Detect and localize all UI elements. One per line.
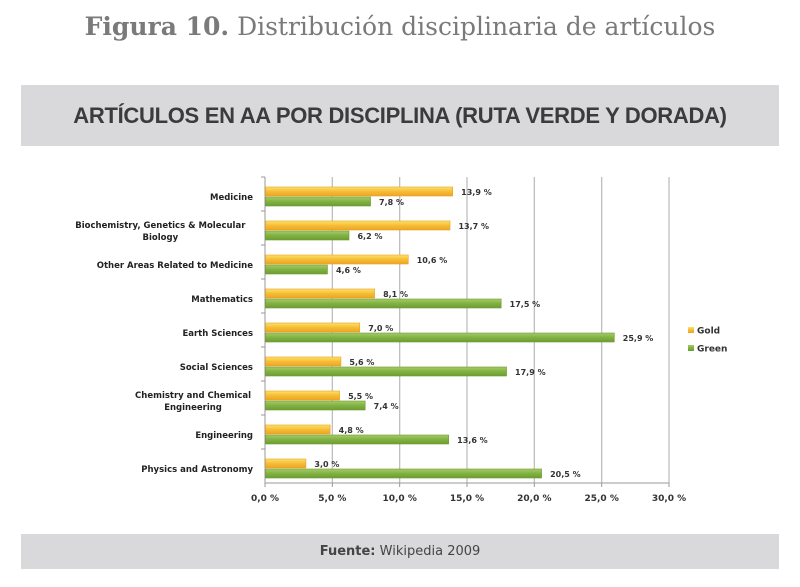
bar-gold <box>265 322 361 333</box>
bar-gold <box>265 220 451 231</box>
data-label-green: 20,5 % <box>550 470 581 479</box>
data-label-green: 6,2 % <box>357 232 382 241</box>
data-label-green: 25,9 % <box>623 334 654 343</box>
x-tick-label: 10,0 % <box>382 494 416 504</box>
legend-swatch-gold <box>688 327 694 333</box>
category-label: Engineering <box>195 431 253 441</box>
category-label: Chemistry and Chemical Engineering <box>135 391 251 413</box>
category-label: Social Sciences <box>180 363 253 373</box>
chart-title-banner: ARTÍCULOS EN AA POR DISCIPLINA (RUTA VER… <box>21 85 779 146</box>
legend-swatch-green <box>688 345 694 351</box>
data-label-green: 7,4 % <box>374 402 399 411</box>
chart-title: ARTÍCULOS EN AA POR DISCIPLINA (RUTA VER… <box>73 103 727 128</box>
bar-gold <box>265 186 453 197</box>
bar-gold <box>265 356 342 367</box>
data-label-green: 13,6 % <box>457 436 488 445</box>
category-label: Other Areas Related to Medicine <box>97 261 253 271</box>
x-tick-label: 20,0 % <box>517 494 551 504</box>
category-label: Earth Sciences <box>182 329 253 339</box>
x-tick-label: 15,0 % <box>450 494 484 504</box>
source-footer: Fuente: Wikipedia 2009 <box>21 534 779 569</box>
bar-green <box>265 264 328 275</box>
x-tick-label: 25,0 % <box>584 494 618 504</box>
bars: 13,9 % 7,8 % 13,7 % 6,2 % 10,6 % 4,6 % 8,1 % 17… <box>265 186 654 479</box>
category-label: Mathematics <box>191 295 253 305</box>
data-label-gold: 5,6 % <box>349 358 374 367</box>
category-labels: Medicine Biochemistry, Genetics & Molecul… <box>75 193 253 475</box>
data-label-gold: 5,5 % <box>348 392 373 401</box>
bar-gold <box>265 424 331 435</box>
data-label-green: 17,9 % <box>515 368 546 377</box>
x-tick-label: 30,0 % <box>652 494 686 504</box>
data-label-green: 4,6 % <box>336 266 361 275</box>
data-label-gold: 13,7 % <box>458 222 489 231</box>
x-tick-labels: 0,0 % 5,0 % 10,0 % 15,0 % 20,0 % 25,0 % 30,0 % <box>251 494 686 504</box>
source-label: Fuente: <box>319 544 376 559</box>
bar-gold <box>265 288 375 299</box>
data-label-gold: 7,0 % <box>368 324 393 333</box>
bar-green <box>265 366 507 377</box>
bar-gold <box>265 390 340 401</box>
x-tick-label: 0,0 % <box>251 494 279 504</box>
bar-green <box>265 332 615 343</box>
bar-green <box>265 230 350 241</box>
bar-green <box>265 400 366 411</box>
x-tick-label: 5,0 % <box>318 494 346 504</box>
data-label-green: 7,8 % <box>379 198 404 207</box>
figure-label: Figura 10. <box>84 12 230 41</box>
bar-gold <box>265 458 307 469</box>
data-label-gold: 4,8 % <box>339 426 364 435</box>
legend: Gold Green <box>688 327 727 355</box>
source-text: Fuente: Wikipedia 2009 <box>21 534 779 569</box>
axes <box>261 176 670 487</box>
data-label-gold: 13,9 % <box>461 188 492 197</box>
bar-green <box>265 196 371 207</box>
data-label-green: 17,5 % <box>510 300 541 309</box>
category-label: Physics and Astronomy <box>141 465 253 475</box>
category-label: Medicine <box>210 193 253 203</box>
bar-green <box>265 434 449 445</box>
category-label: Biochemistry, Genetics & Molecular Biolog… <box>75 221 246 243</box>
figure-title: Figura 10. Distribución disciplinaria de… <box>0 12 800 41</box>
data-label-gold: 10,6 % <box>417 256 448 265</box>
bar-gold <box>265 254 409 265</box>
source-value: Wikipedia 2009 <box>379 544 481 559</box>
legend-label-gold: Gold <box>697 327 720 337</box>
figure-caption: Distribución disciplinaria de artículos <box>237 12 716 41</box>
bar-green <box>265 298 502 309</box>
data-label-gold: 8,1 % <box>383 290 408 299</box>
bar-green <box>265 468 542 479</box>
legend-label-green: Green <box>697 345 727 355</box>
data-label-gold: 3,0 % <box>314 460 339 469</box>
